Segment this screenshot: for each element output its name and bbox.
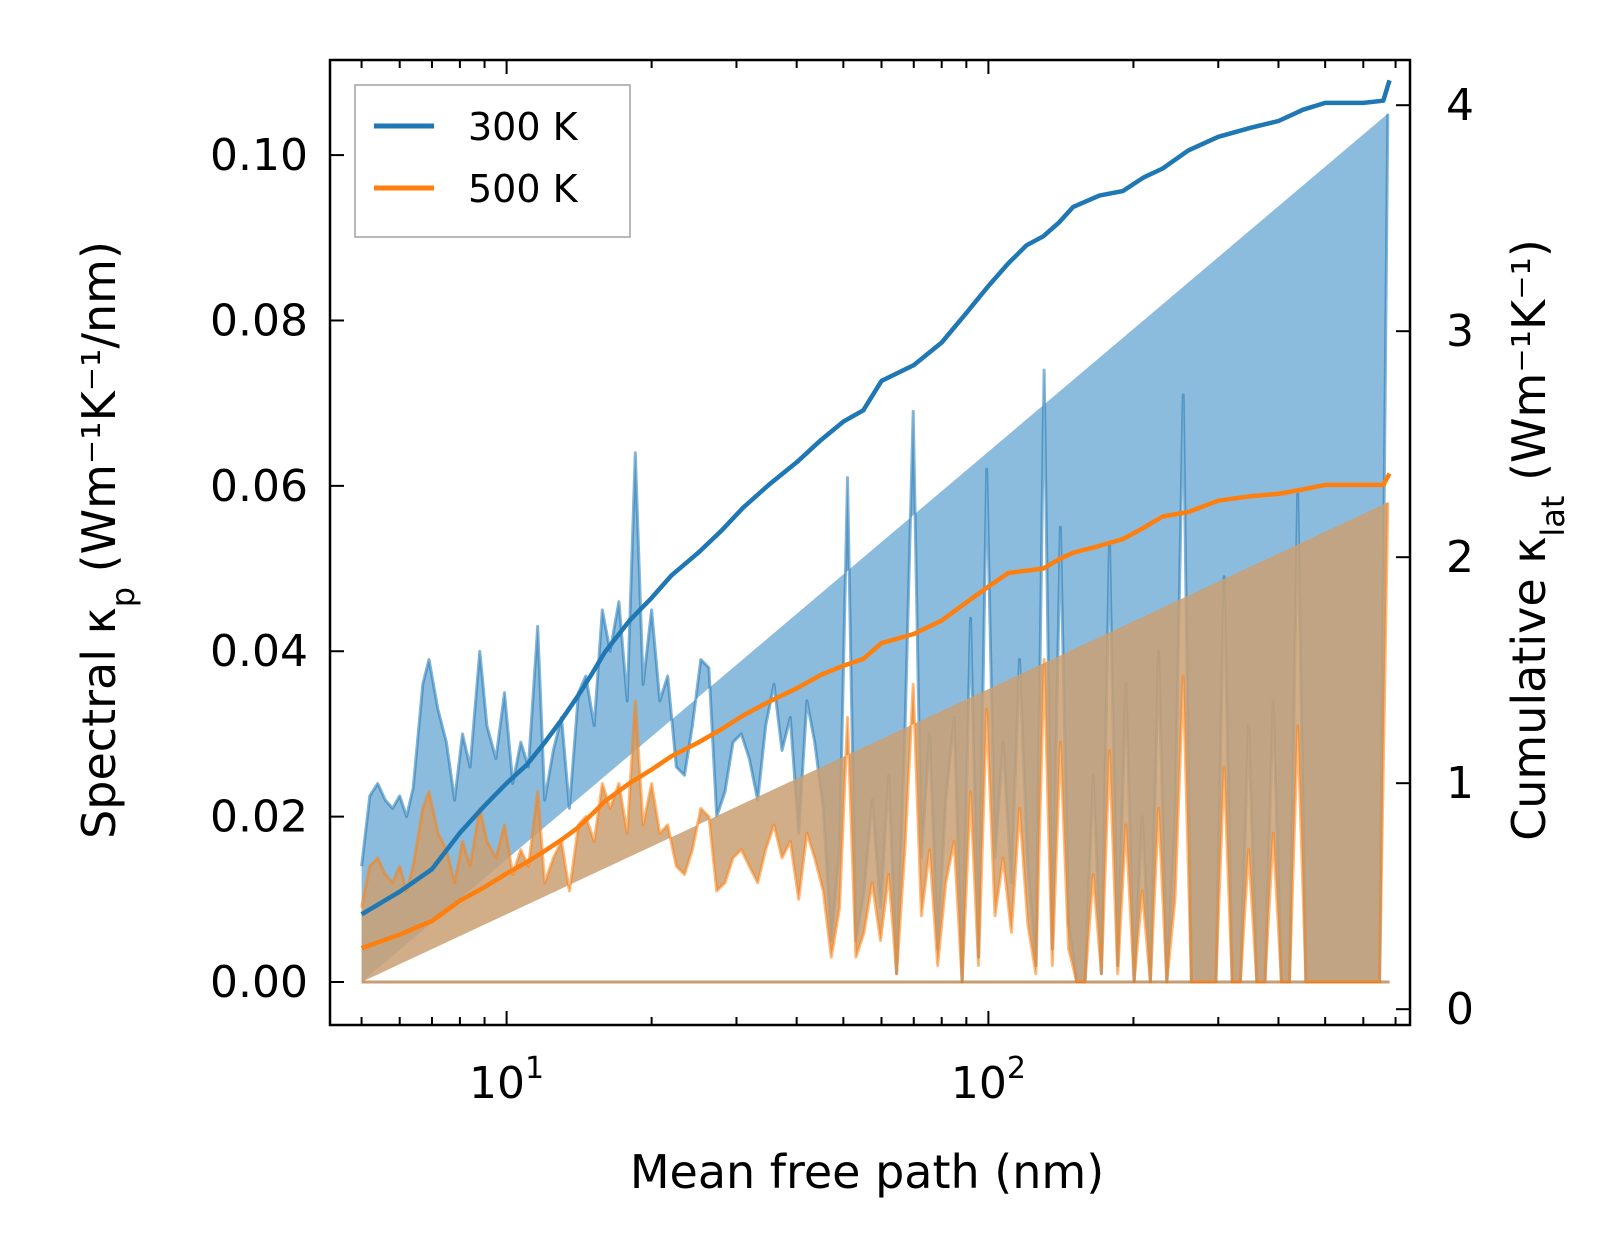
x-tick-label: 102	[951, 1051, 1026, 1109]
legend: 300 K 500 K	[354, 84, 631, 238]
x-tick-label: 101	[469, 1051, 544, 1109]
y-right-tick-label: 1	[1446, 758, 1474, 809]
legend-box	[354, 84, 631, 238]
spectral-area-500K	[361, 502, 1388, 982]
cumulative-line-500K	[360, 472, 1392, 951]
x-axis-label: Mean free path (nm)	[630, 1145, 1104, 1199]
cumulative-line-300K	[360, 79, 1392, 917]
y-right-tick-label: 0	[1446, 984, 1474, 1035]
y-left-tick-label: 0.08	[210, 295, 308, 346]
y-left-tick-label: 0.02	[210, 792, 308, 843]
y-left-tick-label: 0.06	[210, 461, 308, 512]
y-left-tick-label: 0.00	[210, 957, 308, 1008]
y-right-axis-label: Cumulative κlat (Wm⁻¹K⁻¹)	[1502, 239, 1572, 841]
plot-area	[360, 79, 1392, 984]
y-right-tick-label: 4	[1446, 80, 1474, 131]
legend-label-300K: 300 K	[468, 105, 579, 149]
y-right-tick-label: 2	[1446, 532, 1474, 583]
y-left-axis-label: Spectral κp (Wm⁻¹K⁻¹/nm)	[72, 241, 142, 839]
legend-label-500K: 500 K	[468, 167, 579, 211]
plot-frame	[328, 58, 1412, 1027]
y-left-tick-label: 0.04	[210, 626, 308, 677]
y-right-tick-label: 3	[1446, 306, 1474, 357]
axes: 0.00 0.02 0.04 0.06 0.08 0.10 0 1 2 3 4 101 102	[210, 58, 1474, 1109]
y-left-tick-label: 0.10	[210, 130, 308, 181]
